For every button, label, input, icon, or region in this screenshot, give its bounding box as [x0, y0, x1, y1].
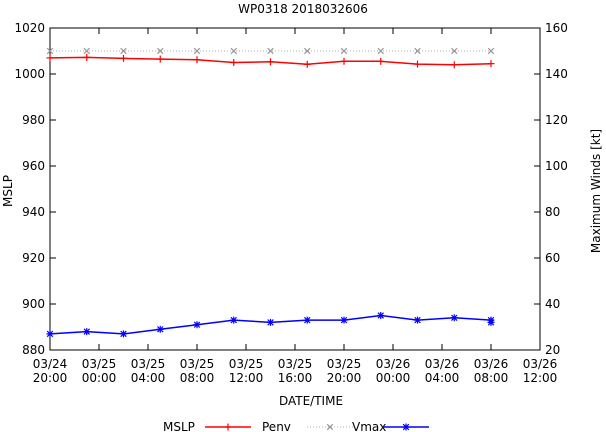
- plot-frame: [49, 27, 541, 351]
- data-point: [340, 47, 348, 55]
- chart-title: WP0318 2018032606: [238, 2, 368, 16]
- y2-tick-label: 80: [545, 205, 560, 219]
- data-point: [450, 61, 458, 69]
- data-point: [340, 57, 348, 65]
- data-point: [304, 47, 311, 55]
- x-tick-label-date: 03/25: [278, 357, 313, 371]
- data-point: [487, 60, 495, 68]
- y-tick-label: 960: [22, 159, 45, 173]
- x-tick-label-date: 03/25: [180, 357, 215, 371]
- x-tick-label-date: 03/26: [376, 357, 411, 371]
- x-tick-label-time: 20:00: [327, 371, 362, 385]
- data-point: [267, 47, 274, 55]
- data-point: [487, 318, 495, 326]
- x-tick-label-date: 03/25: [131, 357, 166, 371]
- x-tick-label-date: 03/26: [474, 357, 509, 371]
- data-point: [267, 58, 274, 66]
- data-point: [120, 330, 127, 338]
- data-point: [193, 321, 201, 329]
- data-point: [120, 47, 127, 55]
- x-tick-label-time: 08:00: [180, 371, 215, 385]
- x-tick-label-time: 12:00: [229, 371, 264, 385]
- legend-marker: [326, 423, 334, 431]
- data-point: [83, 47, 90, 55]
- data-point: [303, 60, 311, 68]
- data-point: [377, 47, 384, 55]
- legend-label: Penv: [262, 420, 291, 432]
- x-tick-label-date: 03/26: [523, 357, 558, 371]
- legend-label: Vmax: [352, 420, 386, 432]
- y-axis-label: MSLP: [1, 175, 15, 207]
- y-tick-label: 880: [22, 343, 45, 357]
- x-axis-label: DATE/TIME: [279, 394, 343, 408]
- data-point: [157, 47, 164, 55]
- data-point: [83, 53, 91, 61]
- data-point: [193, 47, 201, 55]
- x-tick-label-date: 03/26: [425, 357, 460, 371]
- data-point: [414, 316, 421, 324]
- data-point: [230, 316, 238, 324]
- data-point: [487, 47, 495, 55]
- x-tick-label-time: 00:00: [376, 371, 411, 385]
- y-tick-label: 1020: [14, 21, 45, 35]
- data-point: [340, 316, 348, 324]
- y-tick-label: 920: [22, 251, 45, 265]
- data-point: [193, 56, 201, 64]
- y2-tick-label: 100: [545, 159, 568, 173]
- x-tick-label-date: 03/25: [327, 357, 362, 371]
- x-tick-label-time: 00:00: [82, 371, 117, 385]
- x-tick-label-time: 12:00: [523, 371, 558, 385]
- x-tick-label-date: 03/25: [82, 357, 117, 371]
- y2-tick-label: 60: [545, 251, 560, 265]
- x-tick-label-time: 04:00: [425, 371, 460, 385]
- data-point: [46, 47, 54, 55]
- y2-tick-label: 140: [545, 67, 568, 81]
- x-tick-label-date: 03/24: [33, 357, 68, 371]
- series-layer: [46, 47, 495, 338]
- legend-title: MSLP: [163, 420, 195, 432]
- data-point: [230, 59, 238, 66]
- y2-axis-label: Maximum Winds [kt]: [589, 129, 603, 253]
- data-point: [230, 47, 237, 55]
- data-point: [377, 312, 385, 319]
- data-point: [414, 47, 421, 55]
- data-point: [46, 330, 54, 338]
- data-point: [377, 57, 385, 65]
- y-tick-label: 940: [22, 205, 45, 219]
- data-point: [83, 328, 91, 336]
- data-point: [156, 55, 164, 63]
- data-point: [450, 314, 458, 322]
- x-tick-label-time: 08:00: [474, 371, 509, 385]
- x-tick-label-time: 16:00: [278, 371, 313, 385]
- y2-tick-label: 160: [545, 21, 568, 35]
- legend-marker: [224, 423, 232, 431]
- axes: 880 900 920 940 960 980 1000 1020 20 40 60 80 100 120…: [14, 21, 567, 385]
- y-tick-label: 900: [22, 297, 45, 311]
- data-point: [156, 325, 164, 333]
- legend: MSLP Penv Vmax: [163, 420, 429, 432]
- x-tick-label-time: 04:00: [131, 371, 166, 385]
- y2-tick-label: 20: [545, 343, 560, 357]
- data-point: [451, 47, 458, 55]
- x-tick-label-date: 03/25: [229, 357, 264, 371]
- y2-tick-label: 120: [545, 113, 568, 127]
- data-point: [46, 54, 54, 62]
- y2-tick-label: 40: [545, 297, 560, 311]
- data-point: [120, 54, 127, 62]
- data-point: [303, 316, 311, 324]
- x-tick-label-time: 20:00: [33, 371, 68, 385]
- data-point: [267, 318, 274, 326]
- y-tick-label: 980: [22, 113, 45, 127]
- data-point: [414, 60, 421, 68]
- legend-marker: [402, 423, 410, 431]
- y-tick-label: 1000: [14, 67, 45, 81]
